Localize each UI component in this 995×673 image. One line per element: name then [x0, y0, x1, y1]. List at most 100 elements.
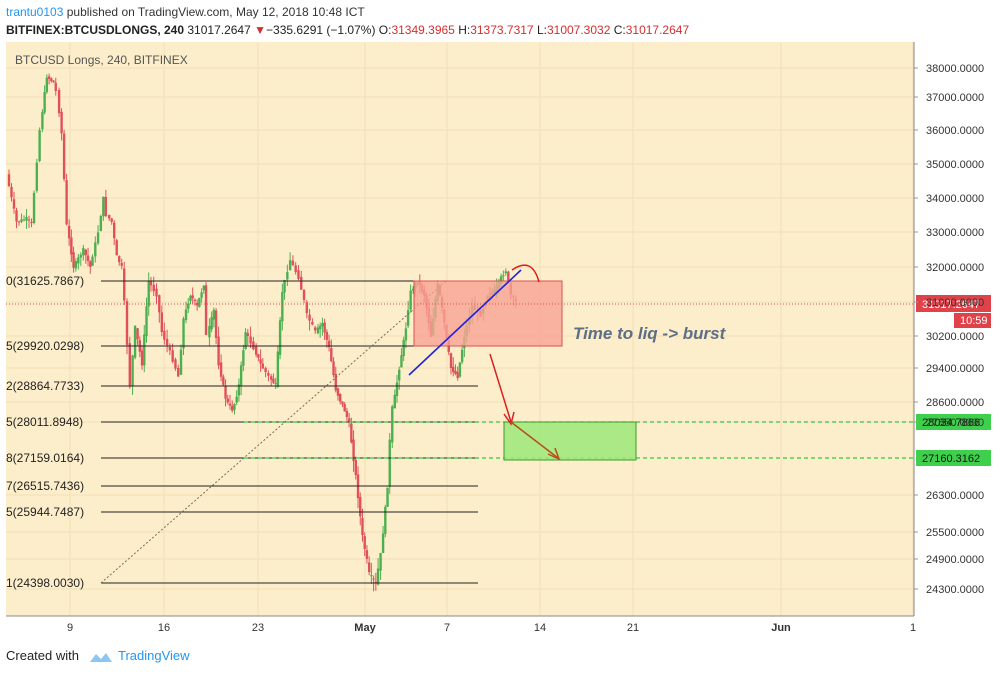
candle-body	[77, 257, 80, 264]
candle-body	[274, 383, 277, 385]
candle-body	[291, 260, 295, 266]
open-value: 31349.3965	[391, 23, 455, 37]
candle-body	[367, 562, 371, 573]
candle-body	[43, 92, 46, 113]
candle-body	[184, 309, 188, 321]
candle-body	[136, 328, 139, 340]
high-value: 31373.7317	[470, 23, 534, 37]
candle-body	[264, 368, 267, 373]
candle-body	[70, 237, 73, 255]
y-tick-label: 24300.0000	[926, 584, 984, 596]
candle-body	[177, 367, 180, 377]
candle-body	[45, 77, 49, 93]
y-tick-label: 38000.0000	[926, 63, 984, 75]
candle-body	[288, 260, 292, 271]
candle-body	[195, 302, 199, 306]
fib-trend-line	[100, 280, 447, 584]
candle-body	[458, 362, 462, 377]
candle-body	[110, 218, 113, 222]
candle-body	[244, 332, 247, 349]
candle-body	[165, 338, 169, 346]
candle-body	[145, 306, 148, 337]
low-label: L:	[536, 23, 547, 37]
candle-body	[272, 378, 275, 383]
candle-body	[108, 215, 111, 219]
candle-body	[50, 78, 53, 81]
tradingview-link[interactable]: TradingView	[118, 648, 190, 663]
candle-body	[316, 327, 320, 334]
publish-line: trantu0103 published on TradingView.com,…	[6, 3, 991, 21]
candle-body	[388, 439, 391, 487]
symbol-label: BITFINEX:BTCUSDLONGS, 240	[6, 23, 185, 37]
candle-body	[449, 353, 453, 369]
candle-body	[398, 369, 401, 381]
candle-body	[237, 384, 241, 396]
candle-body	[115, 240, 118, 256]
candle-body	[120, 262, 123, 266]
candle-body	[163, 330, 166, 340]
author-link[interactable]: trantu0103	[6, 5, 64, 19]
candle-body	[198, 297, 201, 307]
support-price-tag	[916, 450, 991, 466]
candle-body	[318, 325, 322, 330]
candle-body	[400, 355, 403, 368]
candle-body	[257, 354, 260, 358]
green-target-box	[503, 421, 637, 461]
candle-body	[125, 301, 129, 345]
candle-body	[339, 393, 342, 402]
candle-body	[133, 325, 137, 358]
candle-body	[60, 111, 63, 134]
candle-body	[217, 336, 220, 366]
price-chart[interactable]: 0(31625.7867) 5(29920.0298) 2(28864.7733) 5…	[6, 42, 991, 638]
candle-body	[259, 359, 262, 364]
candle-body	[113, 222, 116, 239]
close-value: 31017.2647	[625, 23, 690, 37]
candle-body	[204, 285, 208, 335]
candle-body	[102, 196, 105, 217]
candle-body	[10, 186, 13, 198]
candle-body	[359, 496, 362, 517]
candle-body	[222, 376, 225, 385]
candle-body	[224, 385, 227, 399]
candle-body	[200, 292, 203, 298]
candle-body	[32, 192, 36, 223]
candle-body	[182, 318, 185, 349]
candle-body	[214, 310, 218, 338]
x-tick-label: 7	[444, 622, 450, 634]
candle-body	[409, 290, 412, 310]
candle-body	[239, 365, 243, 387]
x-tick-label: 1	[910, 622, 916, 634]
candle-body	[370, 575, 373, 577]
candle-body	[30, 221, 33, 223]
candle-body	[294, 265, 297, 273]
candle-body	[65, 180, 68, 225]
y-tick-label: 29400.0000	[926, 363, 984, 375]
current-price-label: 31017.2647	[922, 299, 980, 311]
candle-body	[7, 174, 11, 187]
candle-body	[91, 256, 94, 266]
axes: 38000.0000 37000.0000 36000.0000 35000.0000…	[6, 42, 984, 634]
x-tick-label: 9	[67, 622, 73, 634]
candle-body	[365, 550, 369, 559]
candle-body	[38, 130, 41, 162]
current-price-tag	[916, 295, 991, 312]
support-price-label: 28034.7866	[922, 417, 980, 429]
chart-header: trantu0103 published on TradingView.com,…	[6, 3, 991, 39]
candle-body	[261, 363, 265, 369]
candle-body	[297, 270, 300, 279]
candle-body	[89, 261, 92, 267]
candle-body	[343, 404, 346, 412]
fib-level-label: 0(31625.7867)	[6, 274, 84, 288]
fib-level-label: 1(24398.0030)	[6, 576, 84, 590]
candle-body	[212, 309, 216, 320]
candle-body	[391, 406, 394, 443]
candle-body	[334, 374, 337, 391]
candle-body	[57, 90, 61, 114]
y-tick-label: 27850.0000	[926, 417, 984, 429]
candle-body	[228, 403, 232, 406]
candle-body	[67, 225, 71, 239]
open-label: O:	[378, 23, 392, 37]
candle-body	[118, 256, 121, 263]
candle-body	[171, 350, 174, 362]
fib-level-label: 5(25944.7487)	[6, 505, 84, 519]
